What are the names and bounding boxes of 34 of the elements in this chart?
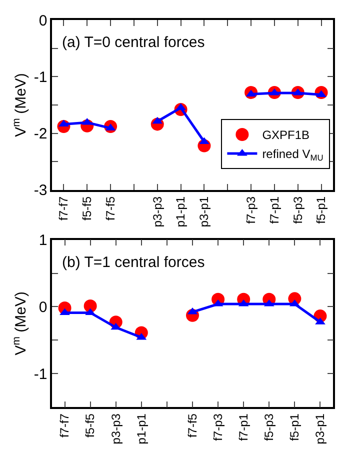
x-tick-label: f7-p1 (236, 413, 250, 441)
x-tick-label: p1-p1 (134, 413, 148, 444)
x-tick-label: f5-f5 (83, 413, 98, 438)
x-tick-label: p3-p3 (108, 413, 123, 444)
legend-label: GXPF1B (262, 128, 310, 142)
y-tick-label: -1 (34, 68, 48, 86)
x-tick-label: f5-p3 (262, 413, 276, 441)
x-tick-label: p3-p1 (313, 413, 328, 444)
x-tick-label: p3-p1 (197, 196, 212, 228)
point (199, 137, 210, 144)
legend-label: refined V$_{MU}$ (262, 147, 324, 163)
y-tick-label: -2 (34, 126, 48, 143)
x-tick-label: f5-p3 (290, 196, 305, 224)
x-tick-label: f5-p1 (314, 196, 328, 224)
y-tick-label: 0 (38, 12, 48, 30)
x-tick-label: f5-f5 (80, 196, 94, 220)
x-tick-label: f7-f7 (58, 413, 72, 438)
x-tick-label: p3-p3 (150, 196, 164, 228)
x-tick-label: f7-p3 (210, 413, 225, 441)
x-tick-label: f7-f5 (103, 196, 118, 220)
y-tick-label: 0 (38, 298, 48, 316)
point (176, 103, 186, 110)
text: (a) T=0 central forces (62, 34, 205, 51)
x-tick-label: f7-f7 (56, 196, 71, 220)
y-tick-label: -1 (34, 366, 48, 383)
point (84, 300, 97, 313)
y-tick-label: -3 (34, 182, 48, 200)
text: (b) T=1 central forces (62, 254, 205, 271)
x-tick-label: f7-p3 (244, 196, 258, 224)
x-tick-label: f5-p1 (288, 413, 302, 441)
x-tick-label: f7-f5 (185, 413, 200, 438)
y-tick-label: 1 (38, 232, 48, 250)
x-tick-label: f7-p1 (267, 196, 282, 224)
x-tick-label: p1-p1 (174, 196, 188, 228)
